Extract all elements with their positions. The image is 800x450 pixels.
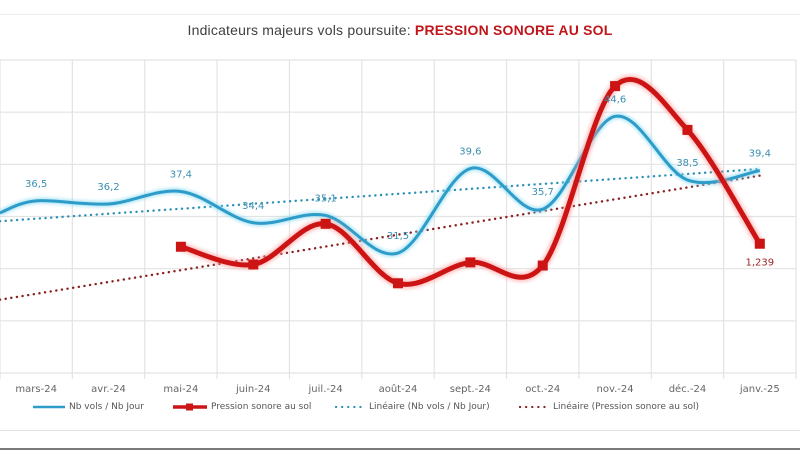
series-markers <box>175 81 765 289</box>
x-tick-label: avr.-24 <box>91 384 126 395</box>
legend-label: Linéaire (Nb vols / Nb Jour) <box>369 402 490 412</box>
x-tick-label: juin-24 <box>235 384 271 395</box>
data-labels: 36,5 36,2 37,4 34,4 35,1 31,5 39,6 35,7 44,6 38,5… <box>25 94 774 268</box>
legend-item-nb-vols: Nb vols / Nb Jour <box>32 402 144 412</box>
series-pression-line <box>180 77 762 287</box>
marker-pression <box>175 241 186 252</box>
chart-title-prefix: Indicateurs majeurs vols poursuite: <box>187 22 415 38</box>
frame-bottom-border <box>0 448 800 450</box>
legend-item-pression: Pression sonore au sol <box>172 402 311 412</box>
data-label-nb-vols: 39,6 <box>459 147 481 158</box>
marker-pression <box>248 259 259 270</box>
x-tick-label: juil.-24 <box>308 384 343 395</box>
x-tick-label: mai-24 <box>163 384 198 395</box>
x-tick-label: oct.-24 <box>525 384 560 395</box>
data-label-nb-vols: 38,5 <box>676 158 698 169</box>
chart-title-highlight: PRESSION SONORE AU SOL <box>414 22 613 38</box>
marker-pression <box>320 218 331 229</box>
series-nb-vols-line <box>0 114 761 256</box>
data-label-nb-vols: 36,2 <box>97 182 119 193</box>
legend-item-lineaire-pression: Linéaire (Pression sonore au sol) <box>518 402 699 412</box>
top-border <box>0 14 800 15</box>
trendline-pression <box>0 174 762 301</box>
marker-pression <box>537 260 548 271</box>
legend-bottom-border <box>0 430 800 431</box>
marker-pression <box>682 124 693 135</box>
data-label-nb-vols: 35,1 <box>315 193 337 204</box>
x-tick-label: août-24 <box>379 383 418 395</box>
x-tick-label: sept.-24 <box>450 384 491 395</box>
legend-label: Pression sonore au sol <box>211 402 312 412</box>
marker-pression <box>754 238 765 249</box>
x-tick-label: déc.-24 <box>669 383 707 395</box>
data-label-nb-vols: 36,5 <box>25 179 47 190</box>
data-label-nb-vols: 31,5 <box>387 231 409 242</box>
series-lines <box>0 75 764 289</box>
chart-title: Indicateurs majeurs vols poursuite: PRES… <box>0 22 800 38</box>
legend-swatch-dotted-blue <box>334 405 366 409</box>
marker-pression <box>393 278 403 289</box>
data-label-nb-vols: 35,7 <box>532 187 554 198</box>
data-label-nb-vols: 34,4 <box>242 201 264 212</box>
x-tick-label: janv.-25 <box>739 384 780 395</box>
legend-swatch-solid-red <box>173 403 207 411</box>
data-label-nb-vols: 37,4 <box>170 169 192 180</box>
gridlines <box>0 59 797 379</box>
trendline-nb-vols <box>0 167 762 223</box>
trendlines <box>0 167 762 301</box>
x-tick-label: nov.-24 <box>597 384 634 395</box>
data-label-pression: 1,239 <box>745 258 774 269</box>
legend: Nb vols / Nb Jour Pression sonore au sol… <box>0 402 800 420</box>
data-label-nb-vols: 44,6 <box>604 94 626 105</box>
line-chart: mars-24 avr.-24 mai-24 juin-24 juil.-24 août-… <box>0 59 797 395</box>
data-label-nb-vols: 39,4 <box>749 149 771 160</box>
legend-swatch-dotted-red <box>518 405 550 409</box>
marker-pression <box>465 257 476 268</box>
x-tick-label: mars-24 <box>15 384 57 395</box>
marker-pression <box>610 81 621 92</box>
legend-label: Linéaire (Pression sonore au sol) <box>553 402 700 412</box>
legend-swatch-solid-blue <box>33 405 65 409</box>
legend-label: Nb vols / Nb Jour <box>69 402 144 412</box>
legend-item-lineaire-nb-vols: Linéaire (Nb vols / Nb Jour) <box>334 402 490 412</box>
x-axis-tick-labels: mars-24 avr.-24 mai-24 juin-24 juil.-24 août-… <box>15 383 779 395</box>
